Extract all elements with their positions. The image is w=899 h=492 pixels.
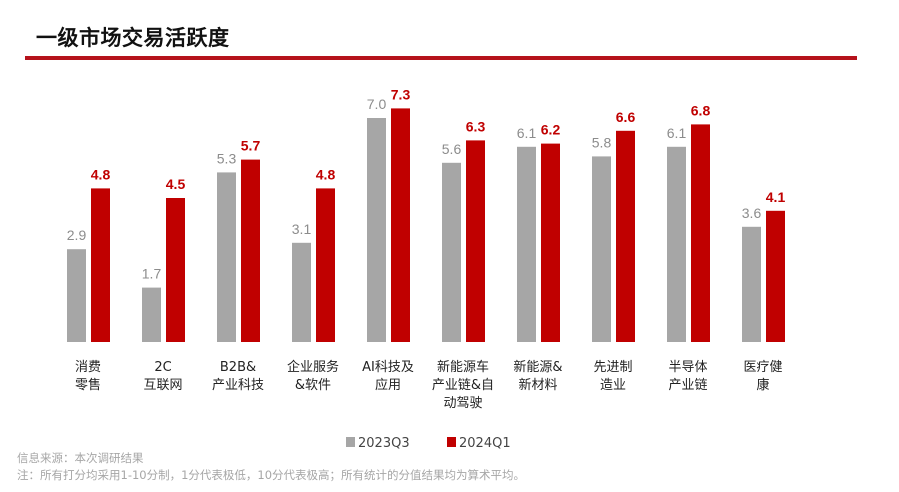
data-label: 4.8 <box>316 166 336 182</box>
data-label: 5.3 <box>217 150 237 166</box>
category-label: 康 <box>756 377 769 393</box>
bar-2023Q3-3 <box>292 242 311 342</box>
category-label: 动驾驶 <box>443 396 482 411</box>
category-label: 消费 <box>75 360 101 375</box>
data-label: 7.3 <box>391 86 411 102</box>
category-label: 企业服务 <box>287 359 339 375</box>
bar-2024Q1-1 <box>166 198 185 342</box>
category-label: 产业科技 <box>212 378 264 393</box>
category-label: 应用 <box>375 377 401 393</box>
data-label: 4.5 <box>166 176 186 192</box>
data-label: 6.8 <box>691 102 711 118</box>
bar-2023Q3-1 <box>142 287 161 342</box>
category-label: &软件 <box>295 378 331 393</box>
data-label: 6.1 <box>667 125 687 141</box>
bar-2024Q1-9 <box>766 210 785 342</box>
category-label: 医疗健 <box>743 360 782 375</box>
bar-2024Q1-4 <box>391 108 410 343</box>
data-label: 3.6 <box>742 205 762 221</box>
bar-2024Q1-7 <box>616 130 635 342</box>
bar-2024Q1-0 <box>91 188 110 342</box>
legend-label: 2023Q3 <box>358 436 410 451</box>
data-label: 2.9 <box>67 227 87 243</box>
category-label: 零售 <box>75 377 101 393</box>
category-label: 新能源车 <box>437 359 489 375</box>
legend-label: 2024Q1 <box>459 436 511 451</box>
data-label: 1.7 <box>142 266 162 282</box>
category-label: 2C <box>154 360 171 375</box>
bar-2024Q1-2 <box>241 159 260 342</box>
data-label: 6.1 <box>517 125 537 141</box>
bar-2024Q1-5 <box>466 140 485 342</box>
category-label: 半导体 <box>668 360 707 375</box>
source-note: 信息来源：本次调研结果 <box>17 451 144 465</box>
legend-swatch <box>346 437 355 447</box>
data-label: 6.3 <box>466 118 486 134</box>
data-label: 6.6 <box>616 109 636 125</box>
category-label: 造业 <box>600 378 626 393</box>
bar-2023Q3-0 <box>67 249 86 342</box>
bar-2023Q3-9 <box>742 226 761 342</box>
bar-2023Q3-4 <box>367 118 386 342</box>
data-label: 4.1 <box>766 189 786 205</box>
data-label: 5.6 <box>442 141 462 157</box>
bar-2023Q3-7 <box>592 156 611 342</box>
category-label: 产业链&自 <box>432 378 494 393</box>
bar-2024Q1-3 <box>316 188 335 342</box>
category-label: AI科技及 <box>362 360 414 375</box>
legend-swatch <box>447 437 456 447</box>
title-divider <box>25 56 857 60</box>
category-label: 新能源& <box>513 359 562 375</box>
data-label: 4.8 <box>91 166 111 182</box>
bar-2023Q3-6 <box>517 146 536 342</box>
footnote: 注：所有打分均采用1-10分制，1分代表极低，10分代表极高；所有统计的分值结果… <box>17 468 526 482</box>
data-label: 3.1 <box>292 221 312 237</box>
bar-2023Q3-8 <box>667 146 686 342</box>
category-label: 先进制 <box>593 360 632 375</box>
data-label: 5.8 <box>592 134 612 150</box>
category-label: B2B& <box>220 360 256 375</box>
page-title: 一级市场交易活跃度 <box>36 26 230 50</box>
data-label: 7.0 <box>367 96 387 112</box>
data-label: 6.2 <box>541 122 561 138</box>
bar-2024Q1-8 <box>691 124 710 343</box>
data-label: 5.7 <box>241 138 261 154</box>
category-label: 新材料 <box>518 377 557 393</box>
category-label: 产业链 <box>668 378 707 393</box>
category-label: 互联网 <box>143 378 182 393</box>
bar-2023Q3-2 <box>217 172 236 342</box>
bar-2023Q3-5 <box>442 162 461 342</box>
bar-2024Q1-6 <box>541 143 560 342</box>
